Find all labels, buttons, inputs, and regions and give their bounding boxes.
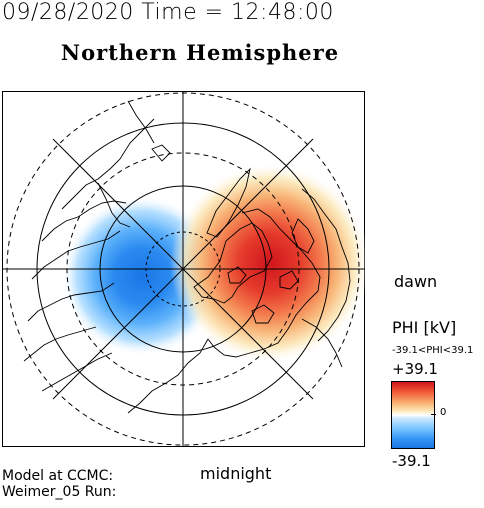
meridian-lines bbox=[2, 91, 365, 447]
colorbar bbox=[391, 381, 435, 449]
europe-coast bbox=[61, 118, 155, 210]
dawn-label: dawn bbox=[394, 272, 438, 291]
island-3 bbox=[279, 270, 299, 290]
scandinavia-coast bbox=[41, 200, 127, 242]
hemisphere-title: Northern Hemisphere bbox=[60, 40, 340, 65]
chukotka-coast bbox=[41, 352, 113, 392]
polar-map-svg bbox=[2, 91, 365, 447]
colorbar-max: +39.1 bbox=[392, 360, 438, 378]
norway-coast bbox=[97, 182, 131, 228]
credit-line-2: Weimer_05 Run: bbox=[2, 484, 117, 500]
hudson-bay-coast bbox=[301, 318, 343, 368]
archipelago-coast bbox=[193, 222, 273, 304]
island-4 bbox=[151, 144, 171, 162]
baffin-coast bbox=[291, 218, 315, 254]
colorbar-zero-tick bbox=[431, 414, 436, 415]
labrador-coast bbox=[301, 188, 351, 342]
colorbar-range: -39.1<PHI<39.1 bbox=[392, 345, 474, 356]
siberia-coast-3 bbox=[23, 326, 97, 362]
credit-line-1: Model at CCMC: bbox=[2, 468, 114, 484]
meridian-diagonal-2 bbox=[52, 138, 314, 400]
canada-coast bbox=[207, 208, 321, 358]
coastlines bbox=[23, 100, 351, 414]
svalbard-coast bbox=[127, 100, 155, 144]
island-1 bbox=[251, 304, 275, 324]
midnight-label: midnight bbox=[200, 464, 272, 483]
colorbar-min: -39.1 bbox=[392, 452, 431, 470]
colorbar-zero: 0 bbox=[440, 407, 447, 418]
alaska-coast bbox=[127, 338, 209, 414]
colorbar-title: PHI [kV] bbox=[392, 318, 457, 337]
island-2 bbox=[227, 266, 247, 284]
polar-map bbox=[2, 91, 365, 447]
timestamp: 09/28/2020 Time = 12:48:00 bbox=[2, 0, 334, 25]
siberia-coast-2 bbox=[27, 282, 115, 322]
